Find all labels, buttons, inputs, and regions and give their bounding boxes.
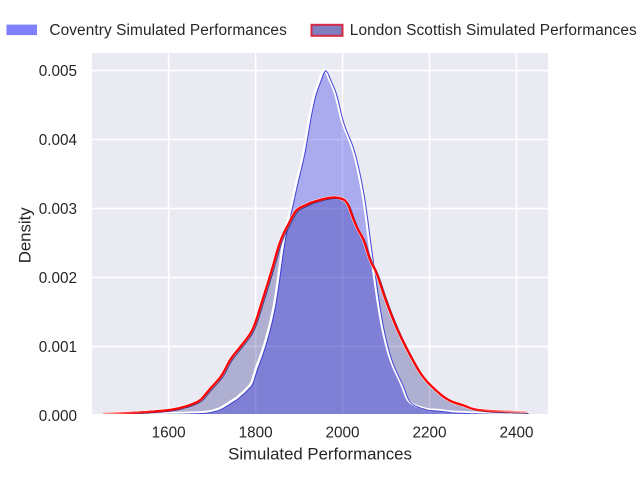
svg-text:1600: 1600: [152, 424, 186, 441]
svg-text:0.002: 0.002: [39, 270, 77, 287]
svg-text:London Scottish Simulated Perf: London Scottish Simulated Performances: [350, 22, 637, 39]
svg-text:Coventry Simulated Performance: Coventry Simulated Performances: [49, 22, 287, 39]
svg-text:2400: 2400: [499, 424, 533, 441]
svg-text:0.003: 0.003: [39, 201, 77, 218]
svg-text:Simulated Performances: Simulated Performances: [228, 444, 412, 463]
svg-text:0.004: 0.004: [39, 132, 78, 149]
svg-text:1800: 1800: [239, 424, 273, 441]
svg-text:0.005: 0.005: [39, 63, 77, 80]
svg-text:Density: Density: [16, 207, 35, 264]
svg-text:0.000: 0.000: [39, 408, 77, 425]
svg-text:2000: 2000: [325, 424, 359, 441]
svg-text:0.001: 0.001: [39, 339, 77, 356]
svg-text:2200: 2200: [412, 424, 446, 441]
